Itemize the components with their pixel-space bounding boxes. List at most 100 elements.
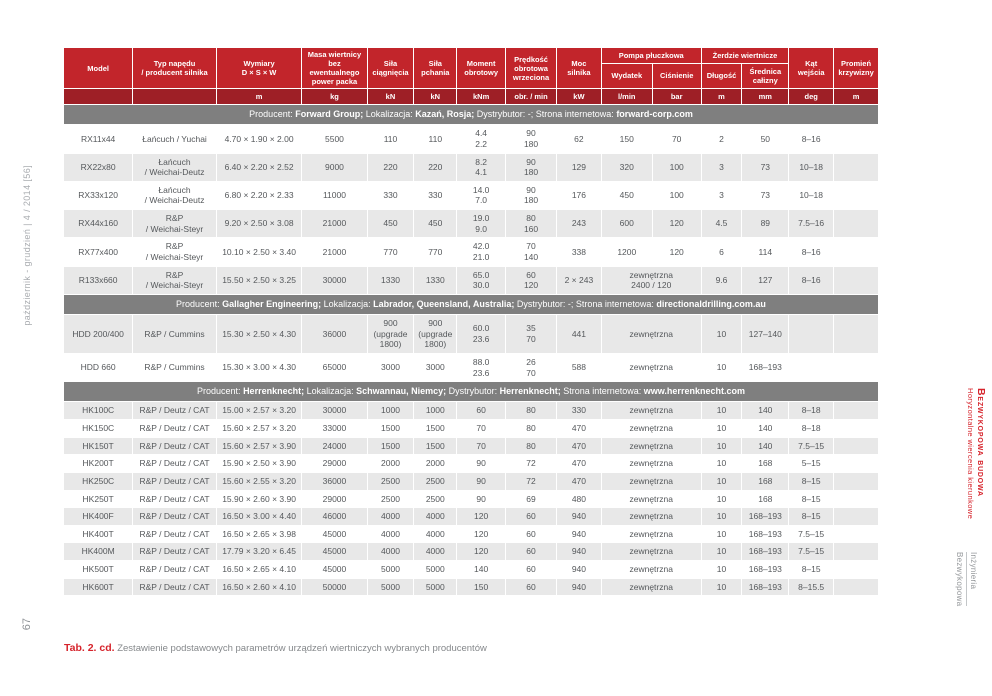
data-cell: 60.0 23.6: [456, 314, 507, 354]
unit-header: kg: [301, 88, 368, 105]
data-cell: 3: [700, 180, 743, 211]
data-cell: 10–18: [788, 180, 835, 211]
data-cell: 10: [700, 352, 743, 383]
data-cell: 940: [556, 507, 602, 526]
data-cell: R&P / Cummins: [132, 314, 217, 354]
data-cell: 8–18: [788, 419, 835, 438]
data-cell: [833, 314, 879, 354]
data-cell: 168–193: [741, 524, 790, 544]
data-cell: 70: [456, 436, 507, 456]
data-cell: 10: [700, 471, 743, 491]
column-header: Prędkość obrotowa wrzeciona: [505, 47, 557, 89]
model-cell: HK150T: [62, 436, 134, 456]
model-cell: HK400T: [62, 524, 134, 544]
data-cell: 110: [413, 124, 458, 154]
data-cell: [833, 577, 879, 597]
data-cell: 8–18: [788, 401, 835, 420]
data-cell: 450: [413, 208, 458, 239]
unit-header: kW: [556, 88, 602, 105]
table-row: HDD 200/400 R&P / Cummins 15.30 × 2.50 × 4…: [62, 314, 879, 354]
table-row: HK250T R&P / Deutz / CAT 15.90 × 2.60 × 3.…: [62, 489, 879, 509]
data-cell: 70 140: [505, 237, 557, 267]
unit-header: deg: [788, 88, 835, 105]
data-cell: 6.40 × 2.20 × 2.52: [215, 152, 303, 182]
data-cell: 15.90 × 2.50 × 3.90: [215, 454, 303, 473]
data-cell: 150: [456, 577, 507, 597]
data-cell: 600: [600, 208, 653, 239]
unit-header: kN: [413, 88, 458, 105]
data-cell: zewnętrzna 2400 / 120: [600, 265, 702, 295]
data-cell: 330: [556, 401, 602, 420]
data-cell: 120: [456, 524, 507, 544]
data-cell: 90 180: [505, 180, 557, 211]
data-cell: [833, 401, 879, 420]
model-cell: RX11x44: [62, 124, 134, 154]
data-cell: Łańcuch / Yuchai: [132, 124, 217, 154]
data-cell: 80: [505, 401, 557, 420]
data-cell: 2500: [366, 471, 415, 491]
data-cell: R&P / Deutz / CAT: [132, 454, 217, 473]
data-cell: 21000: [301, 208, 368, 239]
data-cell: 80 160: [505, 208, 557, 239]
data-cell: 88.0 23.6: [456, 352, 507, 383]
data-cell: 10: [700, 314, 743, 354]
data-cell: 120: [456, 507, 507, 526]
data-cell: 4000: [413, 542, 458, 561]
data-cell: 10–18: [788, 152, 835, 182]
data-cell: 33000: [301, 419, 368, 438]
data-cell: 70: [651, 124, 702, 154]
data-cell: 24000: [301, 436, 368, 456]
data-cell: zewnętrzna: [600, 401, 702, 420]
data-cell: zewnętrzna: [600, 507, 702, 526]
data-cell: 15.30 × 3.00 × 4.30: [215, 352, 303, 383]
table-row: RX33x120 Łańcuch / Weichai-Deutz 6.80 × 2.…: [62, 180, 879, 211]
data-cell: 100: [651, 152, 702, 182]
data-cell: 10: [700, 507, 743, 526]
data-cell: 2500: [366, 489, 415, 509]
data-cell: 11000: [301, 180, 368, 211]
data-cell: 120: [456, 542, 507, 561]
data-cell: 2500: [413, 489, 458, 509]
data-cell: 168: [741, 489, 790, 509]
data-cell: 168–193: [741, 560, 790, 579]
data-cell: 26 70: [505, 352, 557, 383]
data-cell: 900 (upgrade 1800): [366, 314, 415, 354]
data-cell: 8–16: [788, 265, 835, 295]
data-cell: zewnętrzna: [600, 489, 702, 509]
data-cell: 8–15: [788, 471, 835, 491]
data-cell: 2: [700, 124, 743, 154]
data-cell: 127: [741, 265, 790, 295]
data-cell: zewnętrzna: [600, 577, 702, 597]
brand-name-part2: Bezwykopowa: [955, 552, 964, 607]
table-body: Producent: Forward Group; Lokalizacja: K…: [62, 103, 879, 597]
data-cell: 470: [556, 436, 602, 456]
data-cell: R&P / Weichai-Steyr: [132, 208, 217, 239]
data-cell: zewnętrzna: [600, 524, 702, 544]
data-cell: [788, 352, 835, 383]
table-row: HK150C R&P / Deutz / CAT 15.60 × 2.57 × 3.…: [62, 419, 879, 438]
data-cell: 69: [505, 489, 557, 509]
data-cell: R&P / Weichai-Steyr: [132, 237, 217, 267]
data-cell: R&P / Deutz / CAT: [132, 436, 217, 456]
model-cell: HDD 660: [62, 352, 134, 383]
data-cell: 65000: [301, 352, 368, 383]
data-cell: 168–193: [741, 507, 790, 526]
data-cell: 1500: [366, 419, 415, 438]
data-cell: 15.30 × 2.50 × 4.30: [215, 314, 303, 354]
model-cell: HK250C: [62, 471, 134, 491]
data-cell: 114: [741, 237, 790, 267]
model-cell: HK600T: [62, 577, 134, 597]
data-cell: 10: [700, 436, 743, 456]
data-cell: 50000: [301, 577, 368, 597]
unit-header: [132, 88, 217, 105]
model-cell: RX22x80: [62, 152, 134, 182]
column-header: Żerdzie wiertnicze: [700, 47, 790, 64]
unit-header: m: [700, 88, 743, 105]
data-cell: 150: [600, 124, 653, 154]
data-cell: zewnętrzna: [600, 314, 702, 354]
data-cell: 60: [505, 524, 557, 544]
model-cell: RX77x400: [62, 237, 134, 267]
data-cell: 2 × 243: [556, 265, 602, 295]
data-cell: 72: [505, 454, 557, 473]
table-row: HK400M R&P / Deutz / CAT 17.79 × 3.20 × 6.…: [62, 542, 879, 561]
